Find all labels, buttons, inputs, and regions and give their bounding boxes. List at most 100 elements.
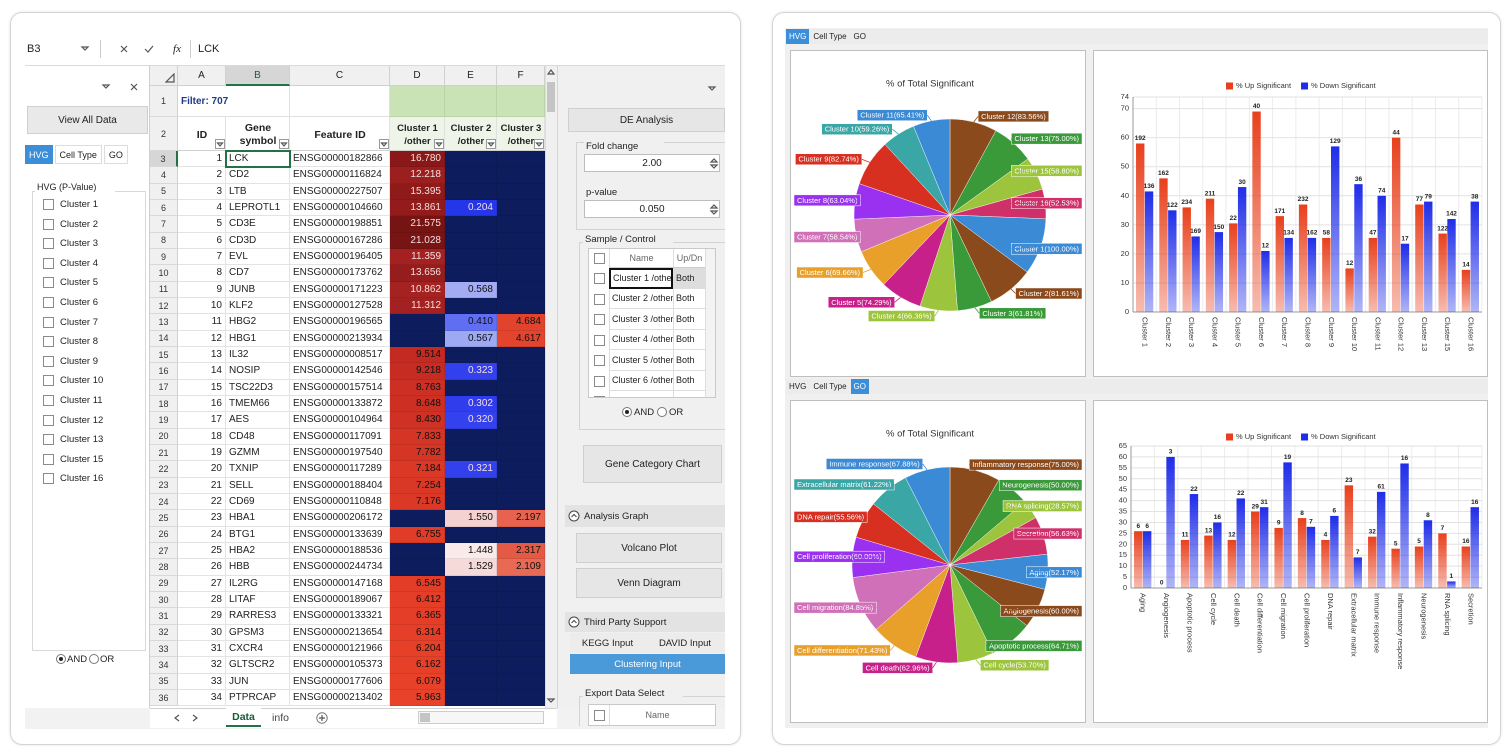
- cell[interactable]: RARRES3: [226, 608, 290, 625]
- cell[interactable]: 18: [178, 428, 226, 445]
- name-box-dropdown[interactable]: [80, 44, 90, 54]
- cell[interactable]: 6.204: [390, 640, 445, 658]
- row-header[interactable]: 20: [150, 428, 178, 445]
- header-text[interactable]: Gene symbol: [239, 122, 277, 147]
- cluster-checkbox[interactable]: [43, 375, 54, 387]
- cell[interactable]: 10: [178, 297, 226, 315]
- cell[interactable]: 13: [178, 346, 226, 364]
- cell[interactable]: EVL: [226, 248, 290, 266]
- row-header[interactable]: 19: [150, 412, 178, 429]
- cell[interactable]: 2.197: [497, 510, 545, 527]
- tab-prev[interactable]: [172, 713, 182, 723]
- filter-cell[interactable]: Filter: 707: [178, 86, 290, 117]
- cell[interactable]: 1.448: [445, 542, 497, 560]
- cell[interactable]: CXCR4: [226, 640, 290, 658]
- cell[interactable]: ENSG00000147168: [290, 575, 390, 592]
- cell[interactable]: 27: [178, 575, 226, 592]
- cell[interactable]: ENSG00000110848: [290, 493, 390, 511]
- cluster-label[interactable]: Cluster 4: [60, 257, 99, 269]
- table-cell[interactable]: Cluster 4 /other: [609, 329, 673, 350]
- row-header[interactable]: 14: [150, 330, 178, 347]
- cell[interactable]: ENSG00000196405: [290, 248, 390, 266]
- cell[interactable]: [497, 232, 545, 249]
- cell[interactable]: PTPRCAP: [226, 689, 290, 707]
- collapse-icon[interactable]: [568, 510, 580, 522]
- cell[interactable]: 10.862: [390, 281, 445, 298]
- cell[interactable]: 26: [178, 559, 226, 576]
- header-text[interactable]: Feature ID: [314, 128, 366, 141]
- cell[interactable]: [497, 444, 545, 462]
- gene-category-button[interactable]: Gene Category Chart: [583, 445, 722, 483]
- tab[interactable]: GO: [103, 145, 128, 164]
- cell[interactable]: [497, 591, 545, 609]
- cell[interactable]: 0.302: [445, 395, 497, 413]
- cell[interactable]: [445, 232, 497, 249]
- cell[interactable]: 25: [178, 542, 226, 560]
- row-header[interactable]: 25: [150, 510, 178, 527]
- cell[interactable]: 7.782: [390, 444, 445, 462]
- cluster-checkbox[interactable]: [43, 297, 54, 308]
- filter-button[interactable]: [486, 139, 496, 149]
- table-cell[interactable]: Cluster 7 /other: [609, 391, 673, 397]
- cell[interactable]: 29: [178, 608, 226, 625]
- cell[interactable]: 0.321: [445, 461, 497, 478]
- function-icon[interactable]: fx: [173, 43, 181, 55]
- cell[interactable]: [390, 330, 445, 347]
- cell[interactable]: CD69: [226, 493, 290, 511]
- cell[interactable]: [445, 477, 497, 494]
- cell[interactable]: 5.963: [390, 689, 445, 707]
- cell[interactable]: [445, 297, 497, 315]
- cluster-label[interactable]: Cluster 2: [60, 218, 99, 230]
- tool-button[interactable]: KEGG Input: [570, 633, 645, 653]
- cell[interactable]: 13.656: [390, 265, 445, 282]
- cell[interactable]: ENSG00000206172: [290, 510, 390, 527]
- cell[interactable]: CD3E: [226, 216, 290, 233]
- cell[interactable]: 1.529: [445, 559, 497, 576]
- sidebar-close[interactable]: [129, 82, 139, 92]
- cell[interactable]: 21.575: [390, 216, 445, 233]
- collapse-icon[interactable]: [568, 616, 580, 628]
- column-header[interactable]: D: [390, 66, 445, 86]
- cell[interactable]: [445, 640, 497, 658]
- cluster-checkbox[interactable]: [43, 218, 54, 230]
- sheet-tab[interactable]: Data: [226, 708, 261, 727]
- cell[interactable]: 0.568: [445, 281, 497, 298]
- filter-button[interactable]: [279, 139, 289, 149]
- name-box[interactable]: B3: [27, 43, 41, 55]
- cell[interactable]: IL2RG: [226, 575, 290, 592]
- cell[interactable]: [497, 689, 545, 707]
- cluster-checkbox[interactable]: [43, 355, 54, 367]
- cell[interactable]: 33: [178, 673, 226, 690]
- cell[interactable]: 4.617: [497, 330, 545, 347]
- cell[interactable]: [497, 657, 545, 674]
- cell[interactable]: JUN: [226, 673, 290, 690]
- header-text[interactable]: ID: [196, 128, 208, 141]
- view-tab[interactable]: HVG: [789, 382, 807, 391]
- cell[interactable]: 7.254: [390, 477, 445, 494]
- row-header[interactable]: 9: [150, 248, 178, 266]
- cell[interactable]: [497, 428, 545, 445]
- row-header[interactable]: 24: [150, 493, 178, 511]
- column-header[interactable]: C: [290, 66, 390, 86]
- cell[interactable]: 6.314: [390, 624, 445, 641]
- cell[interactable]: 9.218: [390, 363, 445, 380]
- cell[interactable]: ENSG00000177606: [290, 673, 390, 690]
- cluster-checkbox[interactable]: [43, 395, 54, 406]
- cell[interactable]: ENSG00000182866: [290, 151, 390, 168]
- row-header[interactable]: 16: [150, 363, 178, 380]
- cell[interactable]: 7.833: [390, 428, 445, 445]
- table-cell[interactable]: Cluster 2 /other: [609, 288, 673, 309]
- tool-button[interactable]: Clustering Input: [570, 654, 725, 674]
- cell[interactable]: 31: [178, 640, 226, 658]
- cell[interactable]: 16.780: [390, 151, 445, 168]
- cell[interactable]: ENSG00000127528: [290, 297, 390, 315]
- table-cell[interactable]: Cluster 3 /other: [609, 309, 673, 330]
- cell[interactable]: 13.861: [390, 199, 445, 217]
- cell[interactable]: [445, 346, 497, 364]
- row-checkbox[interactable]: [594, 293, 605, 305]
- row-header[interactable]: 10: [150, 265, 178, 282]
- cell[interactable]: ENSG00000213402: [290, 689, 390, 707]
- cell[interactable]: 6.755: [390, 526, 445, 543]
- cell[interactable]: ENSG00000104964: [290, 412, 390, 429]
- row-checkbox[interactable]: [594, 273, 605, 284]
